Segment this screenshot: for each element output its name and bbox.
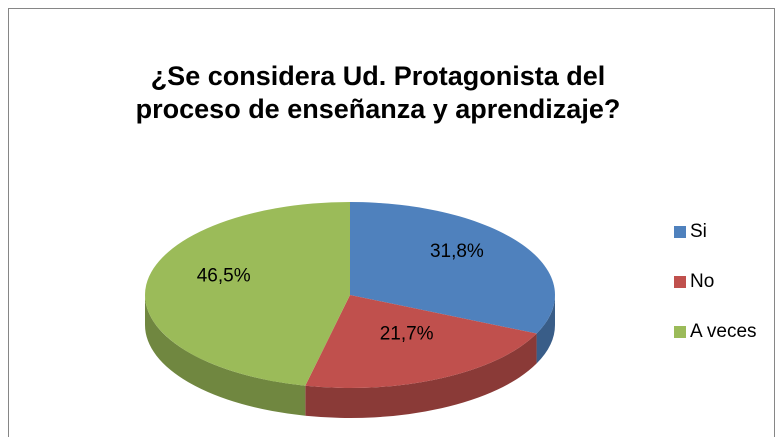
slice-side (536, 295, 555, 364)
slice (305, 295, 537, 388)
data-label: 21,7% (380, 324, 434, 345)
legend-label: A veces (690, 321, 757, 342)
data-label: 31,8% (430, 241, 484, 262)
data-label: 46,5% (197, 266, 251, 287)
chart-title: ¿Se considera Ud. Protagonista del (151, 61, 606, 91)
legend-swatch (674, 276, 686, 288)
slice (145, 202, 350, 386)
slice-side (145, 295, 306, 416)
legend-label: Si (690, 221, 707, 242)
legend-swatch (674, 226, 686, 238)
legend-swatch (674, 326, 686, 338)
legend-label: No (690, 271, 714, 292)
slice (350, 202, 555, 334)
slice-side (305, 333, 537, 418)
chart-title: proceso de enseñanza y aprendizaje? (136, 94, 621, 124)
